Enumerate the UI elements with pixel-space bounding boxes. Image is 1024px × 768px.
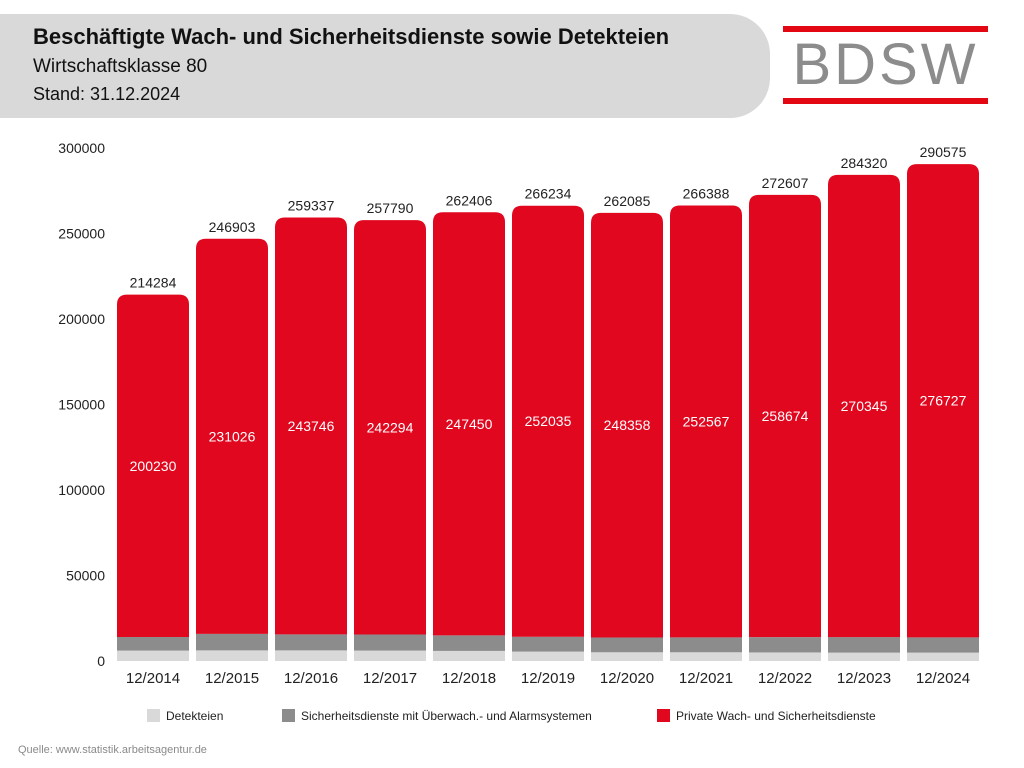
y-tick-label: 150000 xyxy=(58,397,105,413)
bar-segment-0 xyxy=(749,652,821,661)
bar-segment-1 xyxy=(512,636,584,652)
bar-segment-0 xyxy=(670,652,742,661)
bar-segment-2 xyxy=(117,294,189,637)
x-tick-label: 12/2021 xyxy=(679,670,733,687)
x-tick-label: 12/2017 xyxy=(363,670,417,687)
logo-bar-bottom xyxy=(783,98,988,104)
x-tick-label: 12/2024 xyxy=(916,670,970,687)
data-label-inner: 231026 xyxy=(209,428,256,444)
y-tick-label: 200000 xyxy=(58,311,105,327)
stacked-bar-chart: 0 50000 100000 150000 200000 250000 300000 2002… xyxy=(58,140,979,687)
data-label-inner: 270345 xyxy=(841,398,888,414)
bar-segment-2 xyxy=(196,238,268,634)
data-label-inner: 252567 xyxy=(683,413,730,429)
data-label-total: 262406 xyxy=(446,192,493,208)
bar-segment-1 xyxy=(749,637,821,653)
bar-segment-0 xyxy=(591,652,663,661)
chart-subtitle: Wirtschaftsklasse 80 xyxy=(33,56,208,77)
bar-segment-0 xyxy=(196,650,268,661)
data-label-total: 266234 xyxy=(525,186,572,202)
bar-segment-1 xyxy=(828,637,900,653)
data-label-inner: 248358 xyxy=(604,417,651,433)
bar-segment-2 xyxy=(433,212,505,636)
bar-segment-1 xyxy=(907,637,979,653)
bar-segment-1 xyxy=(591,637,663,653)
bar-segment-0 xyxy=(354,650,426,661)
x-tick-label: 12/2022 xyxy=(758,670,812,687)
bar-segment-1 xyxy=(670,637,742,653)
y-tick-label: 250000 xyxy=(58,226,105,242)
title-banner xyxy=(0,14,770,118)
bar-segment-0 xyxy=(117,650,189,661)
data-label-total: 266388 xyxy=(683,185,730,201)
x-tick-label: 12/2019 xyxy=(521,670,575,687)
data-label-total: 214284 xyxy=(130,275,177,291)
bar-segment-1 xyxy=(275,634,347,651)
x-tick-label: 12/2015 xyxy=(205,670,259,687)
data-label-inner: 276727 xyxy=(920,393,967,409)
y-tick-label: 300000 xyxy=(58,140,105,156)
bar-segment-0 xyxy=(828,652,900,661)
bar-segment-1 xyxy=(433,635,505,651)
chart-title: Beschäftigte Wach- und Sicherheitsdienst… xyxy=(33,24,670,49)
x-tick-label: 12/2023 xyxy=(837,670,891,687)
logo-text: BDSW xyxy=(792,32,979,97)
bar-segment-2 xyxy=(828,174,900,638)
bar-segment-0 xyxy=(512,651,584,661)
legend-item-detekteien: Detekteien xyxy=(147,709,223,723)
data-label-total: 284320 xyxy=(841,155,888,171)
bar-segment-2 xyxy=(907,164,979,638)
data-label-inner: 247450 xyxy=(446,416,493,432)
bar-segment-2 xyxy=(275,217,347,635)
x-tick-label: 12/2018 xyxy=(442,670,496,687)
data-label-inner: 258674 xyxy=(762,408,809,424)
data-label-total: 259337 xyxy=(288,198,335,214)
y-tick-label: 50000 xyxy=(66,568,105,584)
chart-date: Stand: 31.12.2024 xyxy=(33,84,181,104)
data-label-inner: 242294 xyxy=(367,419,414,435)
x-tick-label: 12/2020 xyxy=(600,670,654,687)
data-label-total: 272607 xyxy=(762,175,809,191)
bar-segment-2 xyxy=(591,212,663,638)
bar-segment-2 xyxy=(354,220,426,635)
bar-segment-1 xyxy=(196,633,268,651)
y-tick-label: 0 xyxy=(97,653,105,669)
x-tick-label: 12/2016 xyxy=(284,670,338,687)
bar-segment-2 xyxy=(749,194,821,638)
data-label-total: 257790 xyxy=(367,200,414,216)
data-label-inner: 200230 xyxy=(130,458,177,474)
data-label-total: 262085 xyxy=(604,193,651,209)
x-tick-label: 12/2014 xyxy=(126,670,180,687)
bdsw-logo: BDSW xyxy=(783,26,988,106)
legend-item-alarmsysteme: Sicherheitsdienste mit Überwach.- und Al… xyxy=(282,709,592,723)
bar-segment-0 xyxy=(433,650,505,661)
bar-segment-0 xyxy=(275,650,347,661)
y-tick-label: 100000 xyxy=(58,482,105,498)
legend-label-detekteien: Detekteien xyxy=(166,709,224,723)
data-label-total: 246903 xyxy=(209,219,256,235)
source-note: Quelle: www.statistik.arbeitsagentur.de xyxy=(18,744,207,756)
bar-segment-0 xyxy=(907,652,979,661)
data-label-inner: 252035 xyxy=(525,413,572,429)
legend-swatch-wachdienste xyxy=(657,709,670,722)
bar-segment-2 xyxy=(512,205,584,637)
logo-bar-top xyxy=(783,26,988,32)
legend-item-wachdienste: Private Wach- und Sicherheitsdienste xyxy=(657,709,876,723)
legend-swatch-alarmsysteme xyxy=(282,709,295,722)
bar-segment-2 xyxy=(670,205,742,638)
legend-label-wachdienste: Private Wach- und Sicherheitsdienste xyxy=(676,709,876,723)
bar-segment-1 xyxy=(117,636,189,651)
bar-segment-1 xyxy=(354,634,426,651)
legend-swatch-detekteien xyxy=(147,709,160,722)
legend-label-alarmsysteme: Sicherheitsdienste mit Überwach.- und Al… xyxy=(301,709,592,723)
data-label-total: 290575 xyxy=(920,144,967,160)
data-label-inner: 243746 xyxy=(288,418,335,434)
